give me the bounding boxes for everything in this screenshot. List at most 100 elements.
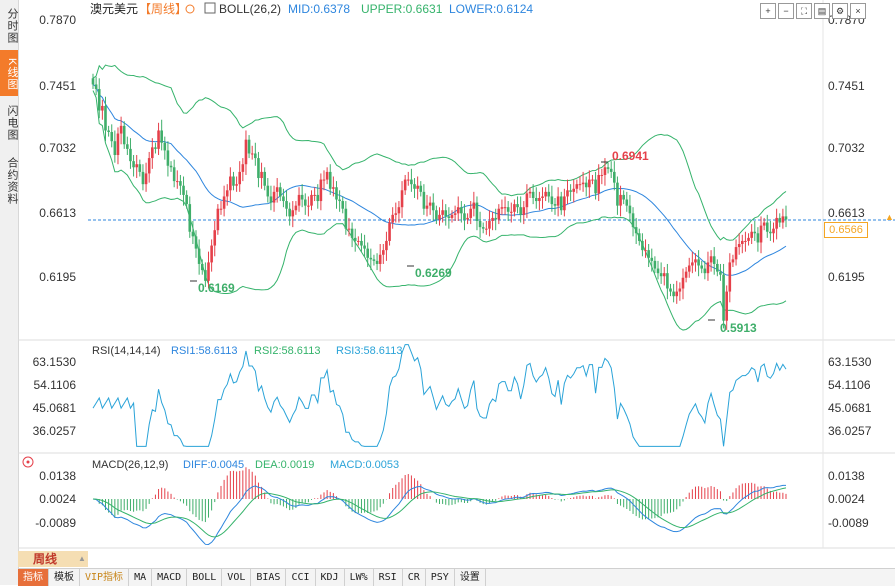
candle-body: [488, 220, 491, 229]
layout-icon[interactable]: ▤: [814, 3, 830, 19]
candle-body: [363, 245, 366, 249]
candle-body: [550, 196, 554, 205]
candle-body: [775, 217, 778, 229]
candle-body: [138, 164, 142, 172]
period-selector[interactable]: 周线 ▲: [18, 551, 88, 567]
candle-body: [257, 158, 260, 179]
candle-body: [556, 196, 560, 206]
candle-body: [772, 228, 775, 234]
candle-body: [716, 263, 719, 272]
candle-body: [154, 147, 157, 149]
candle-body: [613, 171, 616, 183]
macd-target-icon[interactable]: [22, 456, 34, 468]
settings-icon[interactable]: ⚙: [832, 3, 848, 19]
candle-body: [675, 291, 679, 297]
macd-label-right: -0.0089: [828, 516, 869, 530]
candle-body: [559, 196, 563, 211]
candle-body: [547, 191, 551, 197]
candle-body: [288, 208, 291, 217]
indicator-tab-1[interactable]: 模板: [49, 569, 80, 586]
candle-body: [235, 184, 238, 186]
candle-body: [628, 205, 632, 214]
candle-body: [528, 191, 532, 194]
candle-body: [107, 130, 110, 133]
candle-body: [600, 174, 604, 176]
candle-body: [509, 211, 513, 213]
svg-text:0.6941: 0.6941: [612, 149, 649, 163]
price-label-right: 0.6195: [828, 270, 865, 284]
fullscreen-icon[interactable]: ⛶: [796, 3, 812, 19]
indicator-tab-7[interactable]: BIAS: [251, 569, 287, 586]
candle-body: [584, 182, 588, 188]
indicator-tab-5[interactable]: BOLL: [187, 569, 223, 586]
candle-body: [603, 167, 607, 175]
candle-body: [210, 245, 213, 263]
zoom-in-icon[interactable]: +: [760, 3, 776, 19]
rsi-axis: 63.1530 63.1530 54.1106 54.1106 45.0681 45.06…: [33, 355, 872, 438]
candle-body: [213, 230, 217, 246]
indicator-tab-0[interactable]: 指标: [18, 569, 49, 586]
candle-body: [347, 228, 351, 230]
candle-body: [406, 179, 410, 181]
candle-body: [609, 168, 613, 172]
arrow-up-icon: ▲: [885, 212, 894, 222]
indicator-tab-13[interactable]: PSY: [426, 569, 455, 586]
chart-canvas[interactable]: 澳元美元 【周线】 BOLL(26,2) MID:0.6378 UPPER:0.…: [18, 0, 895, 551]
candle-body: [244, 139, 248, 165]
svg-text:0.5913: 0.5913: [720, 321, 757, 335]
indicator-tab-10[interactable]: LW%: [345, 569, 374, 586]
candle-body: [378, 254, 382, 264]
tab-flash-chart[interactable]: 闪电图: [6, 105, 18, 141]
indicator-tab-4[interactable]: MACD: [152, 569, 188, 586]
tab-intraday-chart[interactable]: 分时图: [6, 8, 18, 44]
zoom-out-icon[interactable]: −: [778, 3, 794, 19]
candle-body: [104, 105, 107, 131]
indicator-tab-14[interactable]: 设置: [455, 569, 486, 586]
indicator-tab-9[interactable]: KDJ: [316, 569, 345, 586]
candle-body: [453, 213, 457, 215]
svg-text:0.6169: 0.6169: [198, 281, 235, 295]
close-icon[interactable]: ×: [850, 3, 866, 19]
candle-body: [516, 204, 519, 208]
candle-body: [503, 207, 507, 209]
macd-label-right: 0.0024: [828, 492, 865, 506]
candle-body: [172, 167, 176, 182]
candle-body: [625, 199, 629, 206]
candle-body: [222, 196, 226, 209]
candle-body: [182, 185, 185, 195]
candle-body: [762, 222, 766, 226]
rsi3-value: RSI3:58.6113: [336, 345, 402, 357]
indicator-tab-6[interactable]: VOL: [222, 569, 252, 586]
macd-label: MACD(26,12,9): [92, 459, 168, 471]
boll-config-icon[interactable]: [204, 2, 216, 14]
candle-body: [413, 184, 416, 189]
candle-body: [91, 78, 95, 85]
candle-body: [241, 164, 245, 172]
candle-body: [656, 268, 660, 274]
macd-diff: DIFF:0.0045: [183, 459, 244, 471]
indicator-tab-8[interactable]: CCI: [286, 569, 316, 586]
candle-body: [541, 196, 544, 198]
candle-body: [216, 208, 220, 231]
indicator-tab-12[interactable]: CR: [403, 569, 426, 586]
candle-body: [113, 141, 117, 156]
tab-kline-chart[interactable]: K线图: [0, 50, 18, 96]
rsi-line: [92, 344, 787, 447]
candle-body: [687, 265, 691, 272]
candle-body: [578, 184, 582, 186]
candle-body: [494, 217, 497, 220]
candle-body: [160, 130, 163, 143]
candle-body: [616, 182, 619, 206]
candle-body: [263, 171, 266, 186]
indicator-tab-11[interactable]: RSI: [374, 569, 403, 586]
indicator-tab-2[interactable]: VIP指标: [80, 569, 130, 586]
candle-body: [544, 191, 547, 197]
settings-icon[interactable]: [185, 4, 195, 14]
candle-body: [563, 196, 566, 211]
candle-body: [269, 196, 273, 203]
indicator-tab-3[interactable]: MA: [129, 569, 153, 586]
tab-contract-info[interactable]: 合约资料: [6, 157, 18, 205]
annotation-low-2025: 0.5913: [708, 319, 757, 335]
candle-body: [375, 260, 379, 264]
